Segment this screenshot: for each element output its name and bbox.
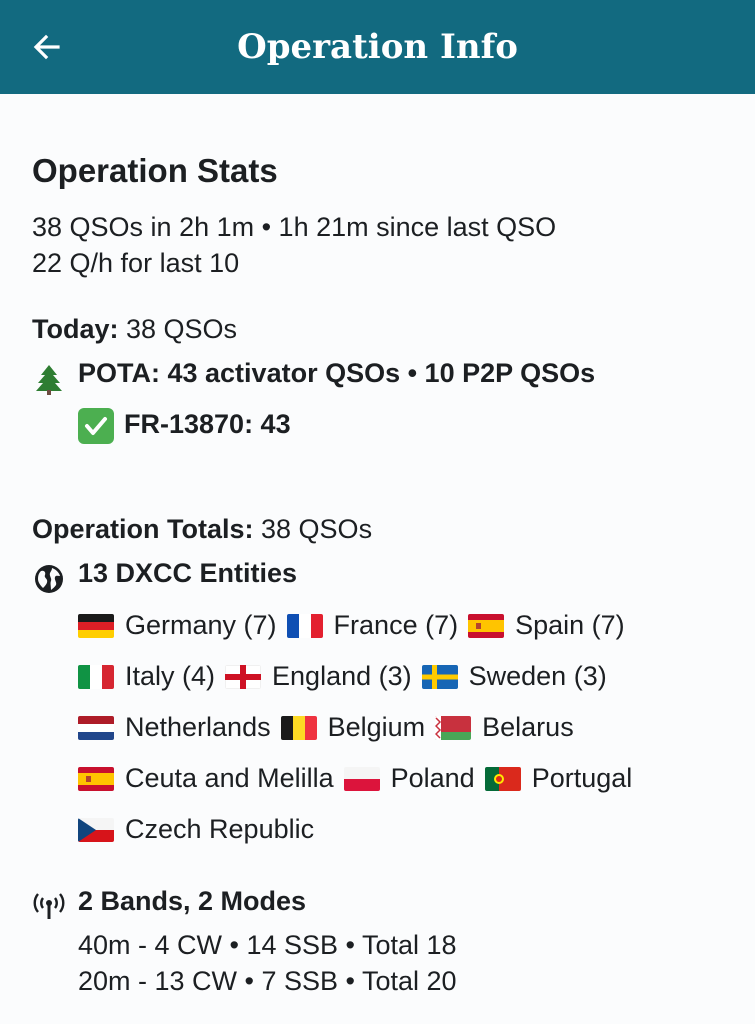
flag-netherlands-icon xyxy=(78,715,114,740)
check-mark-button-icon xyxy=(78,408,114,444)
flag-germany-icon xyxy=(78,613,114,638)
dxcc-country: Ceuta and Melilla xyxy=(125,763,334,793)
evergreen-tree-icon xyxy=(32,362,66,396)
dxcc-country: England (3) xyxy=(272,661,412,691)
operation-totals-value: 38 QSOs xyxy=(253,514,373,544)
flag-czech-republic-icon xyxy=(78,817,114,842)
today-value: 38 QSOs xyxy=(118,314,238,344)
dxcc-country: Portugal xyxy=(531,763,633,793)
band-20m-line: 20m - 13 CW • 7 SSB • Total 20 xyxy=(78,966,457,996)
park-reference: FR-13870: 43 xyxy=(124,409,291,440)
flag-italy-icon xyxy=(78,664,114,689)
today-line: Today: 38 QSOs xyxy=(32,314,237,345)
bands-modes-heading: 2 Bands, 2 Modes xyxy=(78,886,307,916)
app-bar: Operation Info xyxy=(0,0,755,94)
operation-totals-label: Operation Totals: xyxy=(32,514,254,544)
dxcc-row-5: Czech Republic xyxy=(78,814,314,845)
globe-icon xyxy=(32,562,66,596)
back-arrow-icon[interactable] xyxy=(28,28,66,66)
flag-spain-icon xyxy=(78,766,114,791)
stats-rate-line: 22 Q/h for last 10 xyxy=(32,248,240,278)
flag-poland-icon xyxy=(343,766,380,791)
operation-stats-heading: Operation Stats xyxy=(32,152,278,189)
dxcc-row-4: Ceuta and Melilla Poland Portugal xyxy=(78,763,632,794)
flag-portugal-icon xyxy=(484,766,521,791)
today-label: Today: xyxy=(32,314,119,344)
dxcc-country: Belgium xyxy=(327,712,426,742)
dxcc-heading: 13 DXCC Entities xyxy=(78,558,298,588)
flag-spain-icon xyxy=(468,613,505,638)
flag-sweden-icon xyxy=(421,664,458,689)
flag-belarus-icon xyxy=(435,715,472,740)
pota-summary-line: POTA: 43 activator QSOs • 10 P2P QSOs xyxy=(78,358,596,388)
dxcc-country: Sweden (3) xyxy=(468,661,607,691)
stats-summary-line: 38 QSOs in 2h 1m • 1h 21m since last QSO xyxy=(32,212,557,242)
dxcc-country: Spain (7) xyxy=(515,610,625,640)
dxcc-country: Netherlands xyxy=(125,712,271,742)
band-40m-line: 40m - 4 CW • 14 SSB • Total 18 xyxy=(78,930,457,960)
antenna-icon xyxy=(32,890,66,924)
dxcc-country: Italy (4) xyxy=(125,661,216,691)
flag-england-icon xyxy=(225,664,262,689)
dxcc-country: Czech Republic xyxy=(125,814,315,844)
flag-france-icon xyxy=(286,613,323,638)
page-title: Operation Info xyxy=(237,27,518,67)
operation-totals-line: Operation Totals: 38 QSOs xyxy=(32,514,372,545)
dxcc-country: Belarus xyxy=(482,712,574,742)
dxcc-row-2: Italy (4) England (3) Sweden (3) xyxy=(78,661,607,692)
flag-belgium-icon xyxy=(280,715,317,740)
dxcc-country: Germany (7) xyxy=(125,610,277,640)
dxcc-country: France (7) xyxy=(333,610,459,640)
dxcc-row-3: Netherlands Belgium Belarus xyxy=(78,712,574,743)
dxcc-row-1: Germany (7) France (7) Spain (7) xyxy=(78,610,625,641)
dxcc-country: Poland xyxy=(390,763,475,793)
park-line: FR-13870: 43 xyxy=(78,408,291,444)
